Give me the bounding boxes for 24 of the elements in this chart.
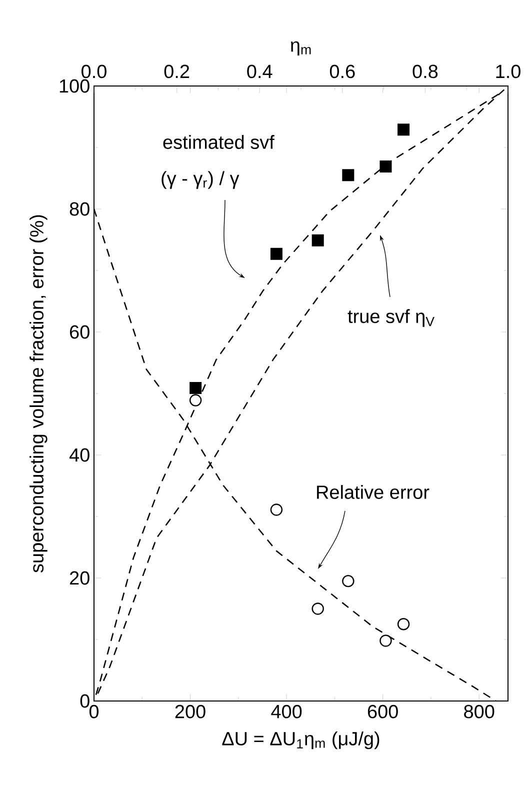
y-tick-label: 40 xyxy=(69,448,90,462)
x-tick-label: 800 xyxy=(464,704,494,718)
x2-axis-title: η$_{m}$ xyxy=(290,41,311,56)
annotation: true svf η$_{V}$ xyxy=(348,309,434,327)
x2-tick-label: 0.8 xyxy=(412,64,438,78)
x-tick-label: 0 xyxy=(89,704,99,718)
annotation: Relative error xyxy=(317,485,430,499)
x-tick-label: 600 xyxy=(368,704,398,718)
x2-tick-label: 0.6 xyxy=(330,64,355,78)
x2-tick-label: 0.2 xyxy=(164,64,190,78)
x2-tick-label: 1.0 xyxy=(496,64,520,78)
y-tick-label: 0 xyxy=(80,694,90,708)
x-axis-title: ΔU = ΔU$_{1}$η$_{m}$ (μJ/g) xyxy=(222,731,380,750)
y-axis-title: superconducting volume fraction, error (%) xyxy=(30,215,48,572)
y-tick-label: 20 xyxy=(70,571,90,585)
x2-tick-label: 0.4 xyxy=(247,64,272,78)
annotation: estimated svf xyxy=(163,135,274,149)
x2-tick-label: 0.0 xyxy=(82,64,106,78)
y-tick-label: 60 xyxy=(70,325,90,339)
y-tick-label: 100 xyxy=(60,79,90,93)
annotation: (γ - γ$_{r}$) / γ xyxy=(162,171,240,189)
y-tick-label: 80 xyxy=(70,202,90,216)
x-tick-label: 400 xyxy=(271,704,302,718)
x-tick-label: 200 xyxy=(175,704,206,718)
